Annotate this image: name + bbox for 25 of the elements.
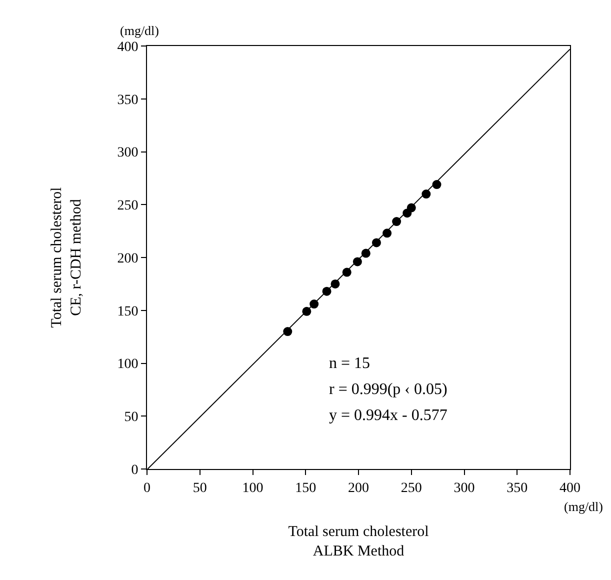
y-tick-label: 50 — [124, 410, 138, 426]
x-tick-label: 50 — [192, 480, 207, 496]
x-tick-label: 350 — [506, 480, 528, 496]
y-tick-label: 150 — [117, 304, 138, 320]
x-tick-label: 100 — [242, 480, 264, 496]
annotation: y = 0.994x - 0.577 — [329, 407, 448, 424]
x-tick-label: 400 — [560, 480, 580, 496]
y-tick-label: 400 — [117, 40, 138, 55]
x-tick-label: 300 — [454, 480, 475, 496]
y-tick-label: 350 — [117, 92, 138, 108]
y-tick-label: 200 — [117, 251, 138, 266]
y-tick-label: 250 — [117, 198, 138, 214]
x-axis-title: Total serum cholesterol ALBK Method — [288, 524, 429, 560]
x-tick-label: 250 — [400, 480, 422, 496]
annotation: r = 0.999(p ‹ 0.05) — [329, 381, 448, 398]
y-tick-label: 300 — [117, 146, 138, 161]
text: (mg/dl) — [564, 499, 603, 514]
y-tick-label: 100 — [117, 357, 138, 372]
annotation: n = 15 — [329, 355, 370, 372]
y-axis-title: Total serum cholesterol CE, r-CDH method — [48, 187, 84, 328]
x-tick-label: 0 — [144, 480, 150, 496]
y-tick-label: 0 — [131, 462, 138, 478]
x-tick-label: 150 — [295, 480, 316, 496]
text: (mg/dl) — [120, 23, 159, 38]
x-tick-label: 200 — [348, 480, 369, 496]
